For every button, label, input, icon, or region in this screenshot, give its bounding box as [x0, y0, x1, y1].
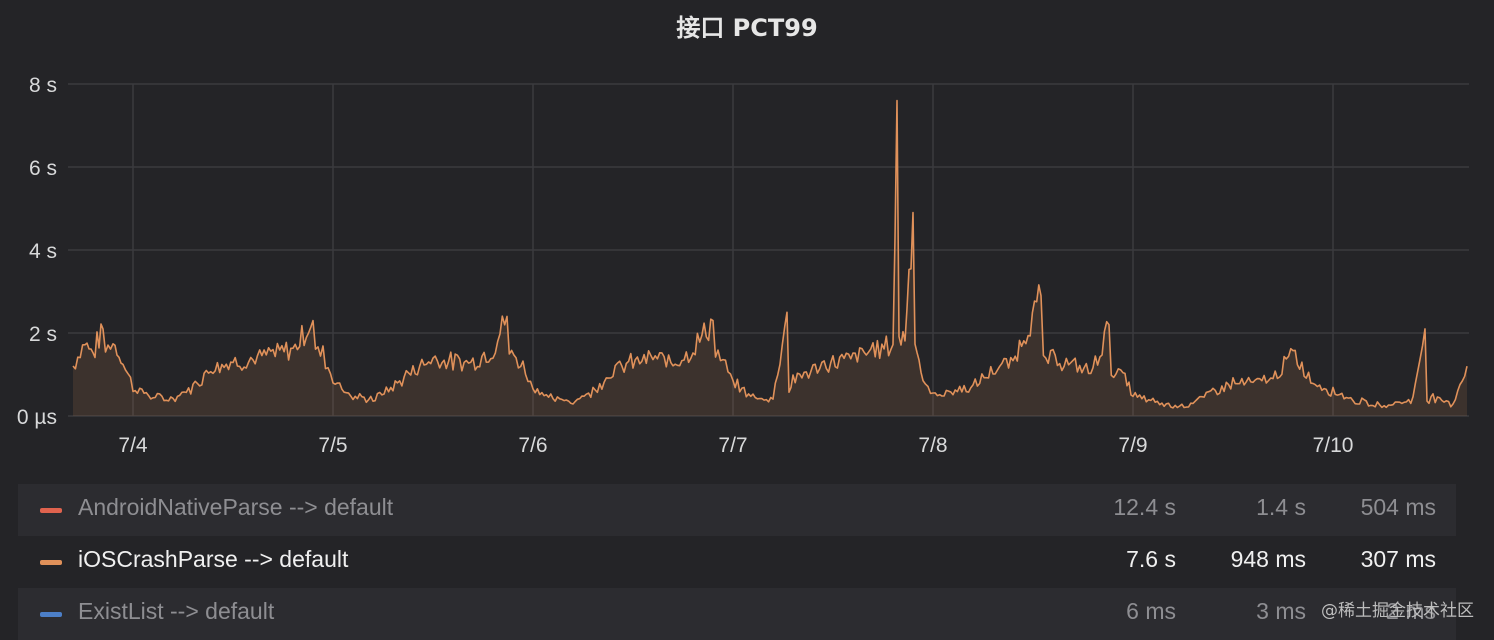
- series-color-swatch: [40, 612, 62, 617]
- x-tick-label: 7/4: [118, 434, 148, 457]
- x-tick-label: 7/10: [1313, 434, 1354, 457]
- x-tick-label: 7/9: [1118, 434, 1147, 457]
- legend-min-value: 2 ms: [1386, 598, 1436, 624]
- legend-series-name: AndroidNativeParse --> default: [78, 494, 394, 520]
- watermark: @稀土掘金技术社区: [1321, 601, 1474, 621]
- legend-max-value: 7.6 s: [1126, 546, 1176, 572]
- legend-row-ios[interactable]: iOSCrashParse --> default 7.6 s 948 ms 3…: [18, 536, 1456, 588]
- legend-row-existlist[interactable]: ExistList --> default 6 ms 3 ms 2 ms: [18, 588, 1456, 640]
- legend-series-name: iOSCrashParse --> default: [78, 546, 349, 572]
- y-tick-label: 4 s: [29, 240, 57, 263]
- series-color-swatch: [40, 560, 62, 565]
- y-tick-label: 2 s: [29, 323, 57, 346]
- y-axis: 0 µs 2 s 4 s 6 s 8 s: [17, 74, 57, 429]
- x-tick-label: 7/5: [318, 434, 347, 457]
- pct99-area-chart: 0 µs 2 s 4 s 6 s 8 s 7/4 7/5 7/6 7/7 7/8 7/9 7/10: [17, 74, 1469, 457]
- legend-min-value: 307 ms: [1360, 546, 1436, 572]
- legend-mean-value: 3 ms: [1256, 598, 1306, 624]
- y-tick-label: 8 s: [29, 74, 57, 97]
- legend-max-value: 6 ms: [1126, 598, 1176, 624]
- panel-title: 接口 PCT99: [676, 14, 818, 42]
- legend-min-value: 504 ms: [1360, 494, 1436, 520]
- legend: AndroidNativeParse --> default 12.4 s 1.…: [18, 484, 1456, 640]
- x-tick-label: 7/8: [918, 434, 947, 457]
- legend-mean-value: 1.4 s: [1256, 494, 1306, 520]
- y-tick-label: 0 µs: [17, 406, 57, 429]
- legend-series-name: ExistList --> default: [78, 598, 275, 624]
- legend-max-value: 12.4 s: [1113, 494, 1176, 520]
- legend-mean-value: 948 ms: [1230, 546, 1306, 572]
- x-tick-label: 7/7: [718, 434, 747, 457]
- series-layer: [72, 99, 1468, 416]
- x-axis: 7/4 7/5 7/6 7/7 7/8 7/9 7/10: [118, 434, 1353, 457]
- y-tick-label: 6 s: [29, 157, 57, 180]
- x-tick-label: 7/6: [518, 434, 547, 457]
- series-color-swatch: [40, 508, 62, 513]
- chart-grid: [68, 83, 1469, 417]
- series-area-fill: [73, 100, 1467, 416]
- series-line: [72, 99, 1468, 409]
- legend-row-android[interactable]: AndroidNativeParse --> default 12.4 s 1.…: [18, 484, 1456, 536]
